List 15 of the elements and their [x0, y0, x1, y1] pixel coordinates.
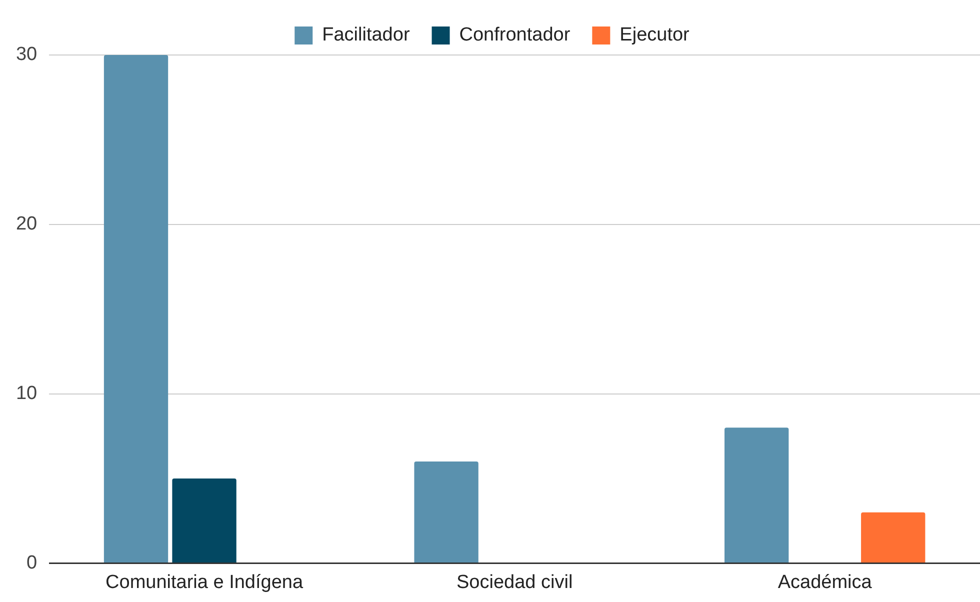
- x-tick-label: Académica: [778, 572, 872, 593]
- y-tick-label: 20: [16, 214, 38, 235]
- bar: [861, 512, 926, 562]
- bar: [104, 55, 168, 562]
- bar: [724, 428, 789, 562]
- legend-label: Facilitador: [322, 24, 410, 46]
- legend-label: Ejecutor: [620, 24, 690, 46]
- x-tick-label: Comunitaria e Indígena: [106, 572, 304, 593]
- x-tick-label: Sociedad civil: [456, 572, 573, 593]
- y-tick-label: 0: [26, 552, 38, 574]
- y-tick-label: 30: [16, 44, 38, 66]
- bar: [414, 462, 478, 562]
- bar: [172, 478, 236, 562]
- legend-label: Confrontador: [459, 24, 571, 46]
- y-tick-label: 10: [16, 383, 38, 404]
